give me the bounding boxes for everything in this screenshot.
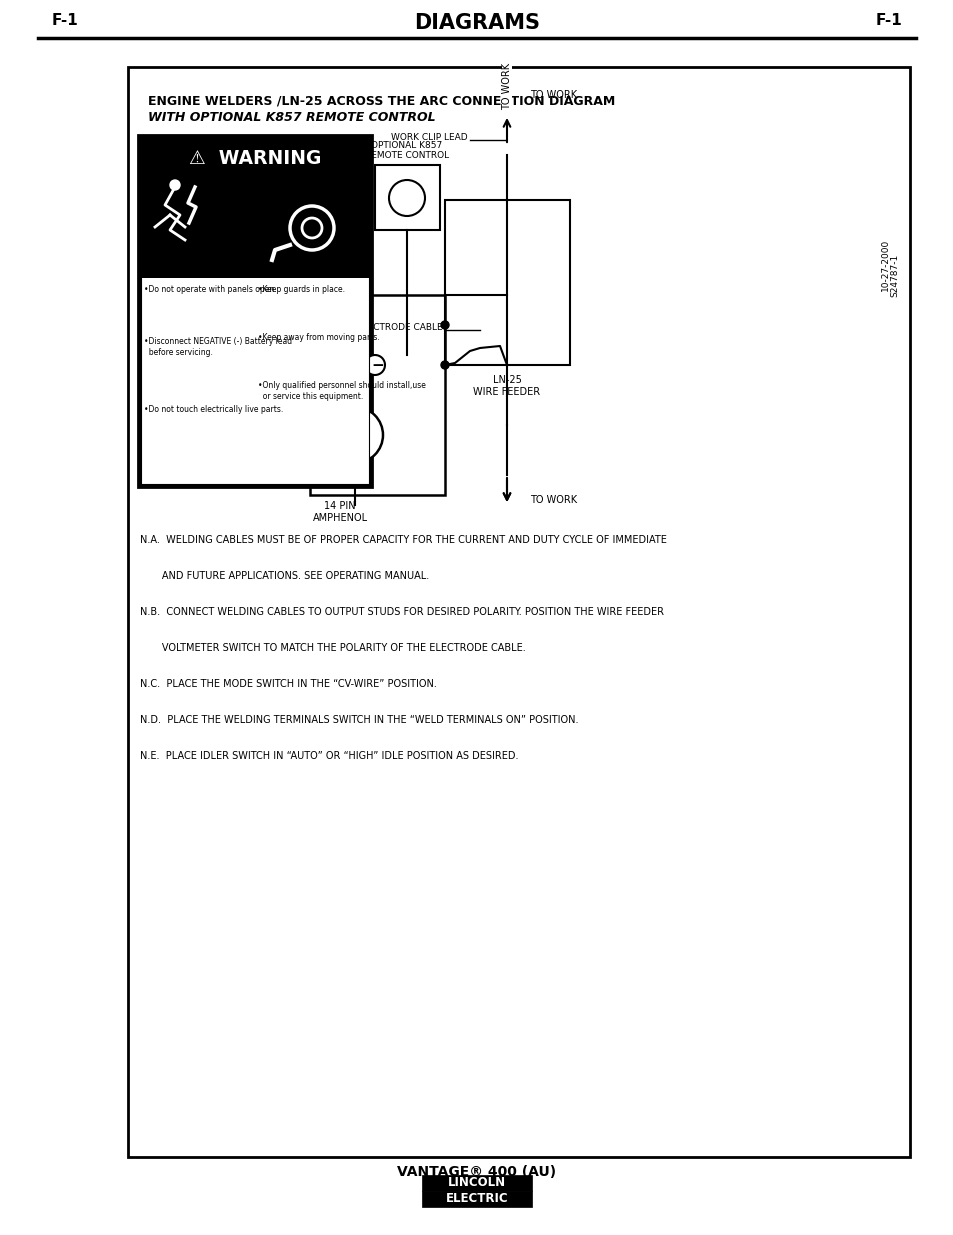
Text: TO WORK: TO WORK	[530, 495, 577, 505]
Text: ELECTRODE CABLE: ELECTRODE CABLE	[357, 324, 442, 332]
Bar	[421, 1174, 532, 1191]
Text: TO WORK: TO WORK	[501, 63, 512, 110]
Text: LN-25
WIRE FEEDER: LN-25 WIRE FEEDER	[473, 375, 540, 396]
Bar	[141, 138, 369, 484]
Circle shape	[302, 219, 322, 238]
Text: AND FUTURE APPLICATIONS. SEE OPERATING MANUAL.: AND FUTURE APPLICATIONS. SEE OPERATING M…	[140, 571, 429, 580]
Bar	[375, 165, 439, 230]
Text: WORK CLIP LEAD: WORK CLIP LEAD	[391, 133, 468, 142]
Bar	[254, 178, 369, 278]
Bar	[310, 295, 444, 495]
Text: F-1: F-1	[52, 14, 79, 28]
Text: 6 PIN
AMPHENOL: 6 PIN AMPHENOL	[313, 370, 367, 391]
Text: •Only qualified personnel should install,use
  or service this equipment.: •Only qualified personnel should install…	[257, 382, 425, 401]
Text: VOLTMETER SWITCH TO MATCH THE POLARITY OF THE ELECTRODE CABLE.: VOLTMETER SWITCH TO MATCH THE POLARITY O…	[140, 643, 525, 653]
Bar	[128, 67, 909, 1157]
Circle shape	[365, 354, 385, 375]
Text: 10-27-2000: 10-27-2000	[880, 238, 888, 291]
Text: •Disconnect NEGATIVE (-) Battery lead
  before servicing.: •Disconnect NEGATIVE (-) Battery lead be…	[144, 337, 292, 357]
Text: OPTIONAL K857
REMOTE CONTROL: OPTIONAL K857 REMOTE CONTROL	[365, 141, 449, 161]
Text: +: +	[343, 421, 366, 450]
Circle shape	[327, 408, 382, 463]
Text: DIAGRAMS: DIAGRAMS	[414, 14, 539, 33]
Text: N.A.  WELDING CABLES MUST BE OF PROPER CAPACITY FOR THE CURRENT AND DUTY CYCLE O: N.A. WELDING CABLES MUST BE OF PROPER CA…	[140, 535, 666, 545]
Text: 14 PIN
AMPHENOL: 14 PIN AMPHENOL	[313, 501, 367, 522]
Text: TO WORK: TO WORK	[530, 90, 577, 100]
Text: N.E.  PLACE IDLER SWITCH IN “AUTO” OR “HIGH” IDLE POSITION AS DESIRED.: N.E. PLACE IDLER SWITCH IN “AUTO” OR “HI…	[140, 751, 518, 761]
Bar	[141, 178, 254, 278]
Text: ENGINE WELDERS /LN-25 ACROSS THE ARC CONNECTION DIAGRAM: ENGINE WELDERS /LN-25 ACROSS THE ARC CON…	[148, 95, 615, 107]
Text: LINCOLN: LINCOLN	[448, 1177, 505, 1189]
Text: •Do not touch electrically live parts.: •Do not touch electrically live parts.	[144, 405, 283, 414]
Text: N.D.  PLACE THE WELDING TERMINALS SWITCH IN THE “WELD TERMINALS ON” POSITION.: N.D. PLACE THE WELDING TERMINALS SWITCH …	[140, 715, 578, 725]
Text: ELECTRIC: ELECTRIC	[445, 1193, 508, 1205]
Circle shape	[170, 180, 180, 190]
Text: WITH OPTIONAL K857 REMOTE CONTROL: WITH OPTIONAL K857 REMOTE CONTROL	[148, 111, 436, 124]
Text: −: −	[372, 357, 384, 373]
Bar	[138, 135, 372, 487]
Circle shape	[440, 321, 449, 329]
Circle shape	[290, 206, 334, 249]
Circle shape	[389, 180, 424, 216]
Text: N.C.  PLACE THE MODE SWITCH IN THE “CV-WIRE” POSITION.: N.C. PLACE THE MODE SWITCH IN THE “CV-WI…	[140, 679, 436, 689]
Text: •Keep away from moving parts.: •Keep away from moving parts.	[257, 333, 379, 342]
Bar	[421, 1191, 532, 1207]
Text: N.B.  CONNECT WELDING CABLES TO OUTPUT STUDS FOR DESIRED POLARITY. POSITION THE : N.B. CONNECT WELDING CABLES TO OUTPUT ST…	[140, 606, 663, 618]
Circle shape	[440, 361, 449, 369]
Text: S24787-1: S24787-1	[889, 253, 899, 296]
Text: •Keep guards in place.: •Keep guards in place.	[257, 285, 345, 294]
Text: ⚠  WARNING: ⚠ WARNING	[189, 148, 321, 168]
Text: F-1: F-1	[874, 14, 901, 28]
Text: •Do not operate with panels open.: •Do not operate with panels open.	[144, 285, 276, 294]
Bar	[444, 200, 569, 366]
Text: VANTAGE® 400 (AU): VANTAGE® 400 (AU)	[397, 1165, 556, 1179]
Bar	[141, 138, 369, 178]
